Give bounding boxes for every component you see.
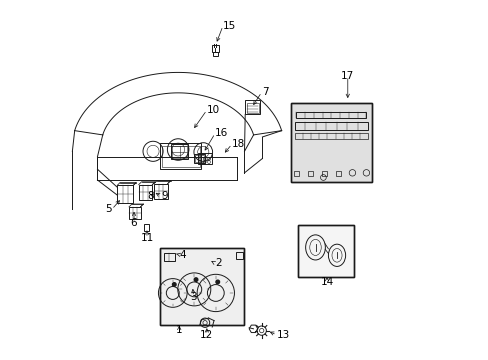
Bar	[212, 51, 217, 56]
Bar	[129, 207, 140, 220]
Text: 12: 12	[200, 330, 213, 340]
Bar	[172, 145, 186, 158]
Circle shape	[172, 283, 176, 286]
Bar	[117, 185, 133, 203]
Text: 5: 5	[105, 204, 112, 215]
Bar	[198, 153, 211, 164]
Bar	[321, 171, 326, 176]
Bar	[160, 143, 201, 169]
Bar	[290, 103, 371, 182]
Text: 1: 1	[176, 325, 182, 335]
Text: 14: 14	[320, 277, 333, 287]
Bar	[307, 171, 312, 176]
Text: 17: 17	[341, 71, 354, 81]
Text: 13: 13	[276, 330, 289, 340]
Bar	[160, 248, 244, 325]
Bar	[144, 225, 149, 231]
Bar	[139, 185, 152, 200]
Bar	[246, 103, 258, 113]
Bar	[294, 122, 367, 130]
Bar	[195, 155, 203, 162]
Text: 2: 2	[215, 258, 221, 268]
Text: 10: 10	[206, 105, 220, 115]
Bar	[162, 146, 199, 167]
Text: 15: 15	[223, 21, 236, 31]
Text: 16: 16	[215, 129, 228, 138]
Bar	[211, 45, 218, 51]
Bar	[171, 144, 188, 159]
Bar	[296, 112, 366, 118]
Bar	[298, 225, 353, 277]
Bar	[154, 184, 167, 199]
Bar	[294, 133, 367, 139]
Text: 9: 9	[161, 191, 167, 201]
Bar	[163, 253, 174, 261]
Bar	[160, 248, 244, 325]
Text: 3: 3	[190, 292, 197, 302]
Text: 4: 4	[179, 249, 185, 260]
Text: 11: 11	[140, 233, 153, 243]
Bar	[235, 252, 243, 259]
Bar	[194, 154, 204, 163]
Bar	[290, 103, 371, 182]
Circle shape	[216, 280, 219, 284]
Text: 6: 6	[130, 218, 137, 228]
Text: 18: 18	[231, 139, 244, 149]
Bar	[293, 171, 298, 176]
Text: 8: 8	[147, 191, 154, 201]
Text: 7: 7	[261, 87, 268, 97]
Bar	[298, 225, 353, 277]
Bar	[244, 100, 260, 114]
Circle shape	[194, 278, 198, 282]
Bar	[335, 171, 340, 176]
